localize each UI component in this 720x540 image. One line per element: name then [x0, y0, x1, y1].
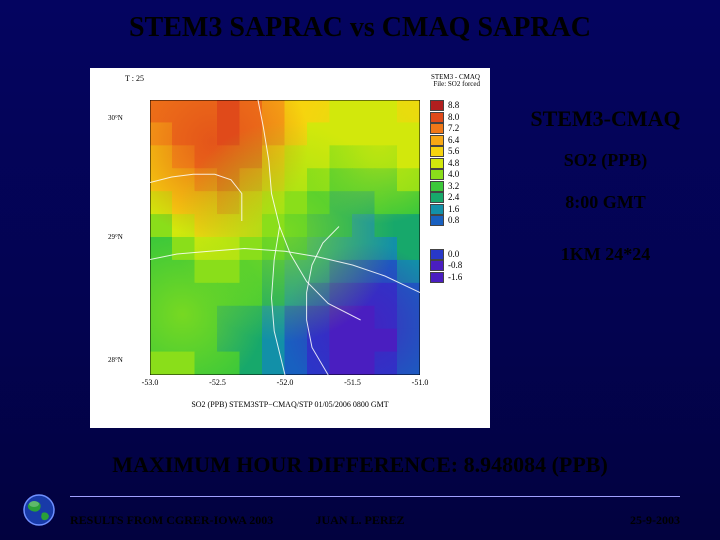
y-axis-tick: 30°N: [108, 114, 123, 122]
footer-right: 25-9-2003: [630, 513, 680, 528]
legend-swatch: [430, 192, 444, 203]
heatmap-svg: [150, 100, 420, 375]
figure-topright-2: File: SO2 forced: [431, 81, 480, 88]
legend-swatch: [430, 272, 444, 283]
x-axis-ticks: -53.0-52.5-52.0-51.5-51.0: [150, 378, 420, 392]
x-axis-tick: -52.0: [277, 378, 294, 387]
side-label-2: SO2 (PPB): [498, 150, 713, 171]
colorbar-legend: 8.8 8.0 7.2 6.4 5.6 4.8 4.0 3.2 2.4 1.6 0.8 0.0 -0.8…: [430, 100, 485, 283]
legend-swatch: [430, 158, 444, 169]
legend-row: 6.4: [430, 135, 485, 147]
legend-swatch: [430, 249, 444, 260]
legend-row: 3.2: [430, 181, 485, 193]
legend-swatch: [430, 135, 444, 146]
legend-value: -1.6: [448, 273, 462, 282]
legend-value: 1.6: [448, 205, 459, 214]
footer: RESULTS FROM CGRER-IOWA 2003 JUAN L. PER…: [0, 500, 720, 530]
legend-value: 0.0: [448, 250, 459, 259]
legend-row: 4.8: [430, 158, 485, 170]
x-axis-tick: -51.5: [344, 378, 361, 387]
footer-divider: [70, 496, 680, 497]
legend-value: 7.2: [448, 124, 459, 133]
legend-value: 8.8: [448, 101, 459, 110]
legend-swatch: [430, 260, 444, 271]
side-label-3: 8:00 GMT: [498, 192, 713, 213]
figure-topleft-label: T : 25: [125, 74, 144, 83]
legend-value: 2.4: [448, 193, 459, 202]
figure-panel: T : 25 STEM3 - CMAQ File: SO2 forced 30°…: [90, 68, 490, 428]
legend-swatch: [430, 181, 444, 192]
legend-swatch: [430, 204, 444, 215]
legend-value: 6.4: [448, 136, 459, 145]
legend-swatch: [430, 169, 444, 180]
globe-svg: [22, 493, 56, 527]
legend-value: 5.6: [448, 147, 459, 156]
legend-row: 0.8: [430, 215, 485, 227]
legend-value: 4.8: [448, 159, 459, 168]
x-axis-tick: -52.5: [209, 378, 226, 387]
legend-row: 7.2: [430, 123, 485, 135]
legend-row: -1.6: [430, 272, 485, 284]
legend-row: 1.6: [430, 204, 485, 216]
legend-value: 8.0: [448, 113, 459, 122]
globe-icon: [22, 493, 56, 532]
legend-value: 0.8: [448, 216, 459, 225]
x-axis-tick: -51.0: [412, 378, 429, 387]
legend-row: 8.0: [430, 112, 485, 124]
x-axis-tick: -53.0: [142, 378, 159, 387]
legend-value: 4.0: [448, 170, 459, 179]
figure-caption: SO2 (PPB) STEM3STP−CMAQ/STP 01/05/2006 0…: [90, 400, 490, 409]
legend-value: -0.8: [448, 261, 462, 270]
slide: STEM3 SAPRAC vs CMAQ SAPRAC T : 25 STEM3…: [0, 0, 720, 540]
legend-swatch: [430, 215, 444, 226]
legend-swatch: [430, 112, 444, 123]
legend-row: 5.6: [430, 146, 485, 158]
max-difference-line: MAXIMUM HOUR DIFFERENCE: 8.948084 (PPB): [0, 452, 720, 478]
legend-swatch: [430, 146, 444, 157]
y-axis-tick: 29°N: [108, 233, 123, 241]
legend-row: -0.8: [430, 260, 485, 272]
figure-topright-label: STEM3 - CMAQ File: SO2 forced: [431, 74, 480, 89]
slide-title: STEM3 SAPRAC vs CMAQ SAPRAC: [0, 12, 720, 44]
legend-swatch: [430, 100, 444, 111]
side-label-4: 1KM 24*24: [498, 244, 713, 265]
heatmap-chart: [150, 100, 420, 375]
side-label-1: STEM3-CMAQ: [498, 106, 713, 132]
footer-left: RESULTS FROM CGRER-IOWA 2003: [70, 513, 273, 528]
legend-row: 4.0: [430, 169, 485, 181]
y-axis-tick: 28°N: [108, 356, 123, 364]
legend-row: 0.0: [430, 249, 485, 261]
legend-swatch: [430, 123, 444, 134]
legend-row: 2.4: [430, 192, 485, 204]
legend-row: 8.8: [430, 100, 485, 112]
legend-value: 3.2: [448, 182, 459, 191]
